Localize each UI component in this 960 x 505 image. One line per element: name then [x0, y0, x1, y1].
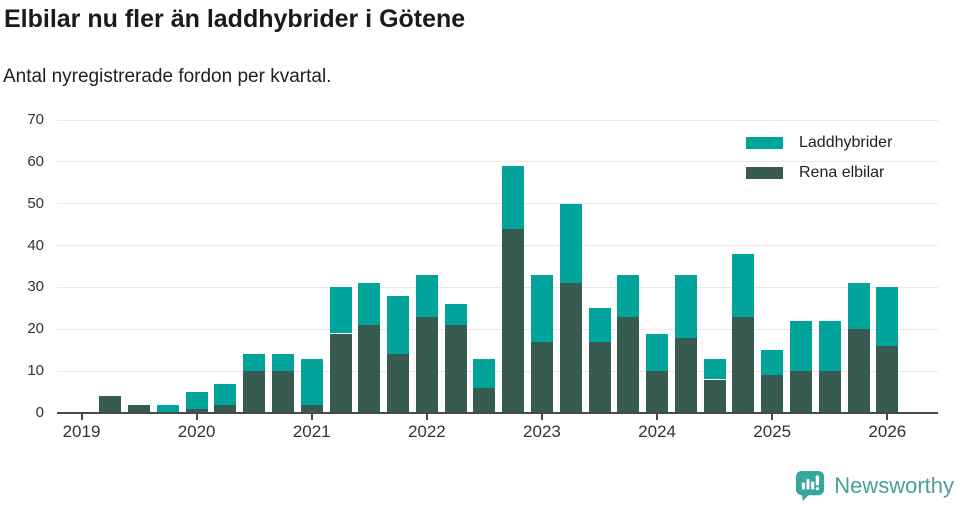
bar-laddhybrider — [818, 320, 841, 372]
bar-laddhybrider — [876, 287, 899, 346]
bar-laddhybrider — [358, 283, 381, 326]
bar-laddhybrider — [531, 274, 553, 342]
bar-rena-elbilar — [387, 354, 410, 413]
bar-rena-elbilar — [531, 341, 553, 413]
bar-laddhybrider — [415, 274, 438, 317]
bar-rena-elbilar — [243, 371, 266, 413]
bar-rena-elbilar — [617, 316, 640, 413]
bar-laddhybrider — [588, 308, 611, 342]
bar-rena-elbilar — [415, 316, 438, 413]
bar-rena-elbilar — [444, 325, 467, 413]
bar-rena-elbilar — [761, 375, 784, 413]
bar-laddhybrider — [272, 354, 294, 372]
gridline — [57, 245, 938, 247]
bar-laddhybrider — [646, 333, 669, 372]
bar-laddhybrider — [502, 166, 525, 229]
bar-laddhybrider — [559, 203, 582, 284]
gridline — [57, 203, 938, 205]
bar-laddhybrider — [243, 354, 266, 372]
x-axis-label: 2025 — [753, 422, 792, 441]
gridline — [57, 286, 938, 288]
bar-laddhybrider — [473, 358, 496, 388]
x-axis-tick — [425, 414, 428, 420]
legend-label: Rena elbilar — [799, 163, 885, 181]
x-axis-label: 2026 — [868, 422, 907, 441]
y-axis-label: 70 — [27, 111, 44, 128]
newsworthy-logo-link[interactable]: Newsworthy — [795, 470, 954, 502]
chart-title: Elbilar nu fler än laddhybrider i Götene — [4, 5, 466, 33]
bar-laddhybrider — [387, 295, 410, 355]
x-axis-label: 2021 — [292, 422, 331, 441]
bar-rena-elbilar — [128, 404, 151, 413]
bar-laddhybrider — [703, 358, 726, 380]
chart-subtitle: Antal nyregistrerade fordon per kvartal. — [3, 66, 332, 87]
bar-laddhybrider — [732, 253, 755, 317]
x-axis-tick — [540, 414, 543, 420]
x-axis-label: 2020 — [177, 422, 216, 441]
x-axis-tick — [771, 414, 774, 420]
bar-rena-elbilar — [876, 346, 899, 413]
y-axis-label: 30 — [27, 278, 44, 296]
x-axis-tick — [80, 414, 83, 420]
x-axis-label: 2022 — [407, 422, 446, 441]
bar-laddhybrider — [790, 320, 812, 372]
gridline — [57, 328, 938, 330]
bar-rena-elbilar — [358, 325, 381, 413]
bar-rena-elbilar — [588, 341, 611, 413]
gridline — [57, 161, 938, 163]
x-axis-label: 2023 — [523, 422, 561, 441]
gridline — [57, 370, 938, 372]
bar-laddhybrider — [444, 304, 467, 326]
x-axis-tick — [886, 414, 889, 420]
x-axis-label: 2024 — [638, 422, 676, 441]
bar-rena-elbilar — [99, 396, 122, 413]
x-axis-label: 2019 — [62, 422, 101, 441]
x-axis-tick — [195, 414, 198, 420]
bar-rena-elbilar — [732, 316, 755, 413]
y-axis-label: 0 — [35, 404, 44, 421]
bar-laddhybrider — [617, 274, 640, 317]
y-axis-label: 40 — [27, 236, 44, 254]
y-axis-label: 20 — [27, 320, 44, 338]
legend-item-rena-elbilar: Rena elbilar — [746, 163, 892, 181]
legend-item-laddhybrider: Laddhybrider — [746, 133, 893, 151]
x-axis-tick — [310, 414, 313, 420]
bar-laddhybrider — [761, 350, 784, 376]
bar-rena-elbilar — [818, 371, 841, 413]
bar-laddhybrider — [674, 274, 697, 338]
bar-laddhybrider — [300, 358, 323, 405]
bar-rena-elbilar — [646, 371, 669, 413]
legend-swatch-rena-elbilar — [746, 166, 783, 179]
bar-rena-elbilar — [272, 371, 294, 413]
bar-laddhybrider — [156, 404, 179, 413]
x-axis-tick — [656, 414, 659, 420]
bar-rena-elbilar — [790, 371, 812, 413]
legend: Laddhybrider Rena elbilar — [746, 133, 893, 196]
bar-rena-elbilar — [300, 404, 323, 413]
gridline — [57, 119, 938, 121]
newsworthy-icon — [796, 470, 825, 502]
bar-rena-elbilar — [559, 283, 582, 413]
legend-swatch-laddhybrider — [746, 136, 783, 149]
bar-rena-elbilar — [473, 387, 496, 413]
bar-rena-elbilar — [185, 408, 208, 413]
bar-rena-elbilar — [502, 228, 525, 413]
bar-laddhybrider — [214, 383, 237, 405]
bar-laddhybrider — [847, 283, 870, 330]
bar-rena-elbilar — [847, 329, 870, 413]
newsworthy-wordmark: Newsworthy — [834, 473, 954, 498]
legend-label: Laddhybrider — [799, 133, 893, 151]
y-axis-label: 50 — [27, 194, 44, 212]
bar-rena-elbilar — [703, 379, 726, 413]
bar-rena-elbilar — [214, 404, 237, 413]
bar-laddhybrider — [329, 287, 352, 334]
y-axis-label: 10 — [27, 362, 44, 380]
bar-laddhybrider — [185, 392, 208, 409]
x-axis-line — [57, 412, 938, 414]
bar-rena-elbilar — [329, 333, 352, 413]
y-axis-label: 60 — [27, 152, 44, 170]
bar-rena-elbilar — [674, 337, 697, 413]
